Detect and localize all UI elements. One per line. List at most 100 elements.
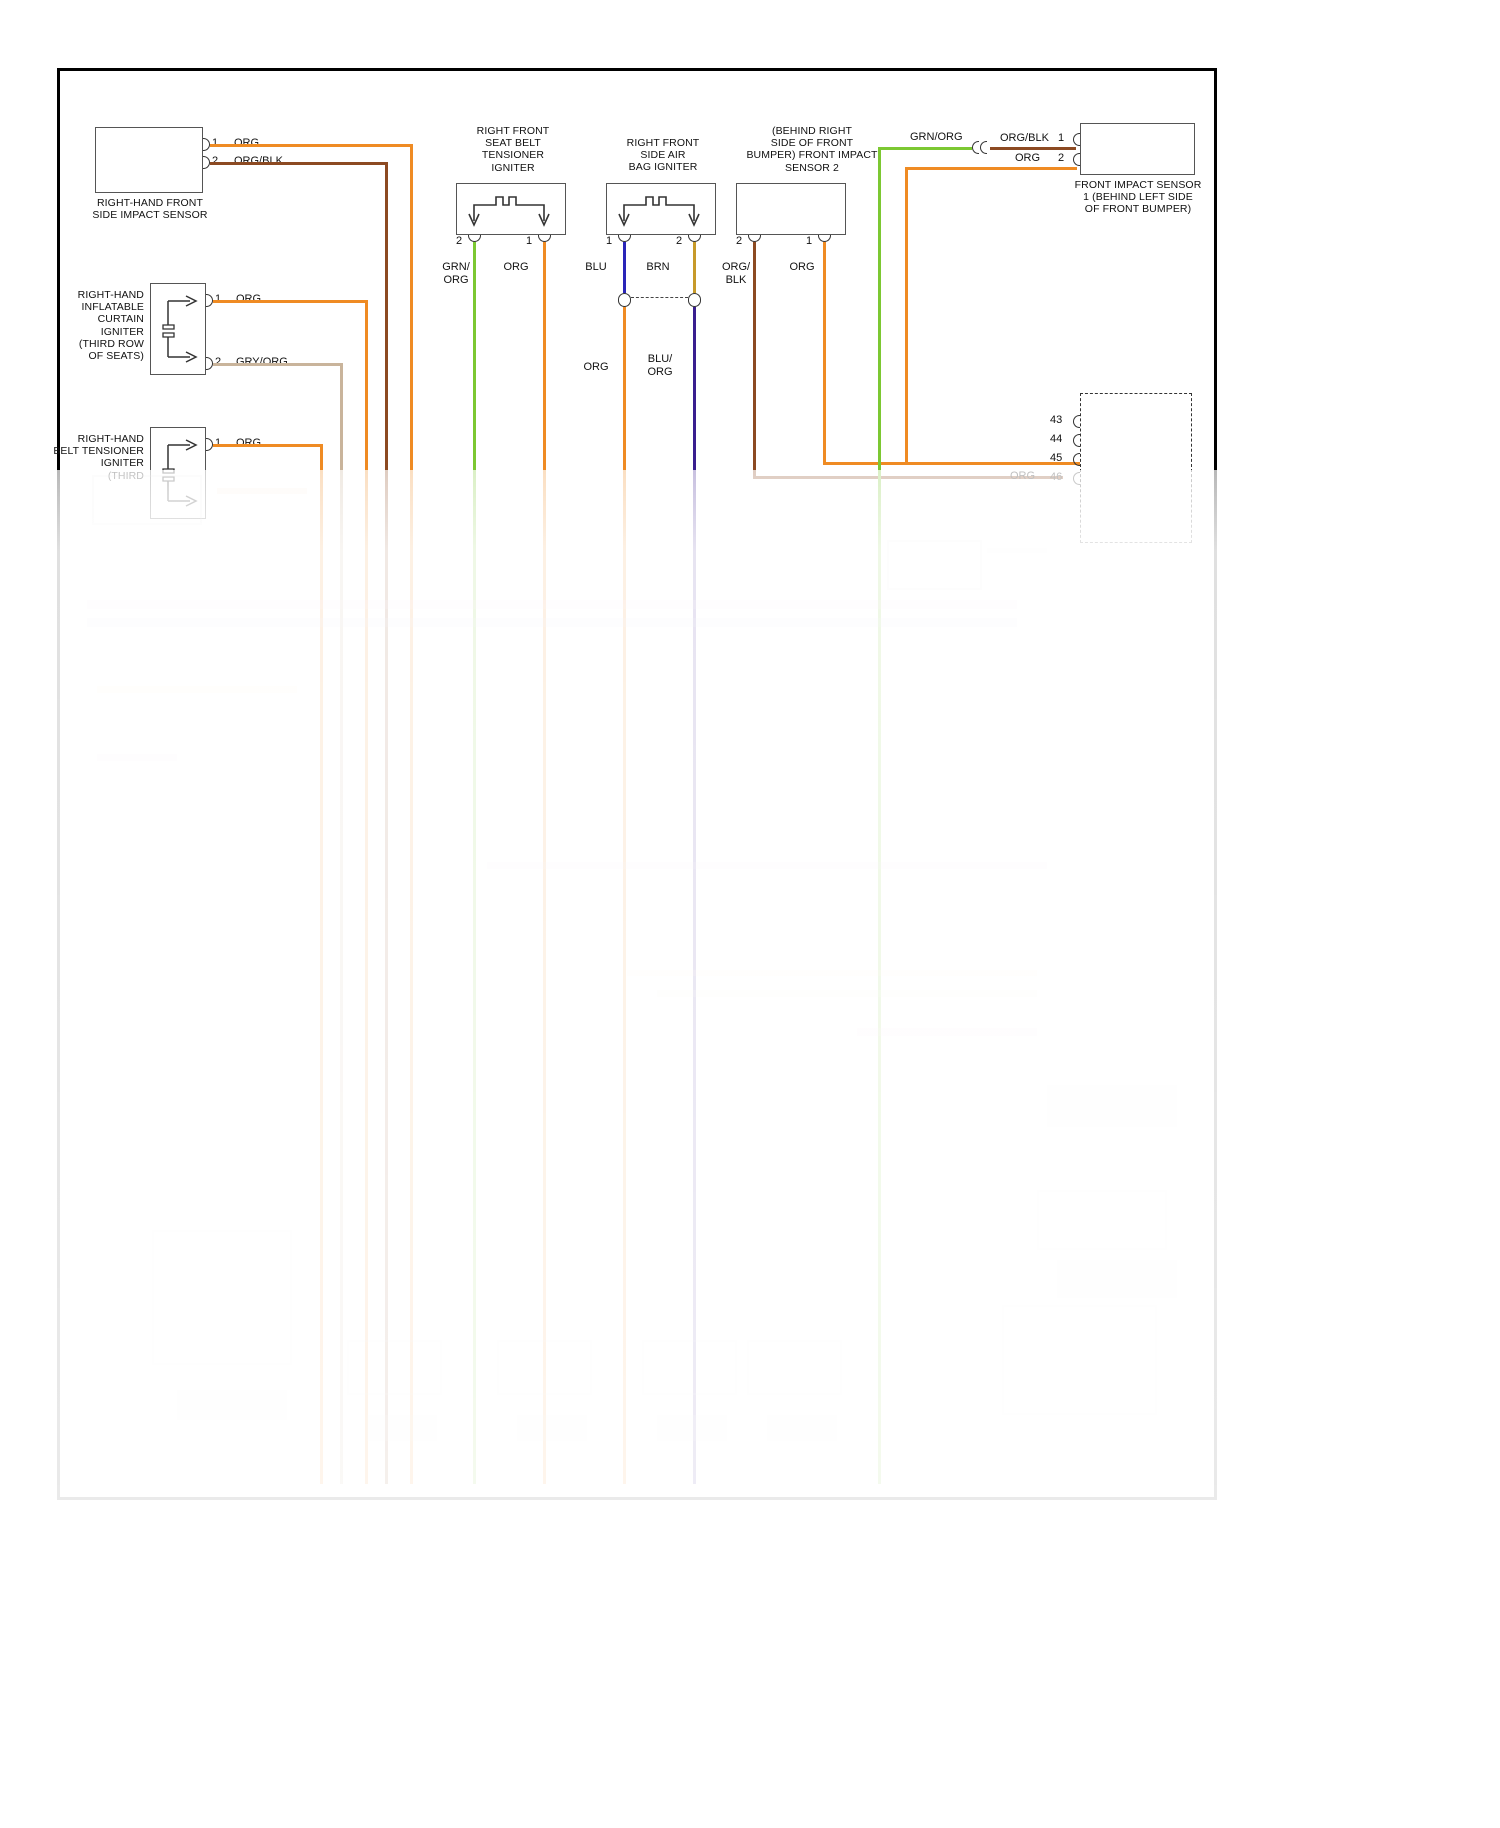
splice-arc-c5-left-down: [618, 300, 631, 307]
wire-c1-p1-h: [210, 144, 413, 147]
pin-number-cm-44: 44: [1050, 433, 1063, 445]
ghost-wire: [657, 990, 1037, 997]
pin-number-c5-2: 2: [676, 235, 683, 247]
pin-number-c3-1: 1: [215, 437, 222, 449]
pin-number-c1-1: 1: [212, 137, 219, 149]
connector-arc-c4-pin1: [538, 235, 551, 242]
ghost-wire: [97, 686, 297, 693]
connector-arc-c4-pin2: [468, 235, 481, 242]
ghost-box: [152, 1230, 292, 1365]
squib-symbol-side-air-bag: [618, 196, 700, 227]
ghost-box: [642, 1340, 737, 1395]
splice-arc-c5-left-up: [618, 293, 631, 300]
connector-arc-c1-pin2: [203, 156, 210, 169]
pin-number-c7-2: 2: [1058, 152, 1065, 164]
connector-arc-c5-pin1: [618, 235, 631, 242]
pin-number-cm-45: 45: [1050, 452, 1063, 464]
connector-arc-c5-pin2: [688, 235, 701, 242]
pin-number-cm-43: 43: [1050, 414, 1063, 426]
component-label-rh-front-side-impact-sensor: RIGHT-HAND FRONT SIDE IMPACT SENSOR: [92, 197, 208, 222]
pin-number-c1-2: 2: [212, 155, 219, 167]
component-right-front-seat-belt-tensioner-igniter: [456, 183, 566, 235]
ghost-text: [657, 1415, 727, 1441]
wire-label-c7-2: ORG: [1015, 152, 1041, 164]
pin-number-c6-2: 2: [736, 235, 743, 247]
wire-c6-p2-v: [753, 242, 756, 478]
splice-arc-c7-a: [972, 141, 979, 154]
wire-c7-p1-h: [990, 147, 1076, 150]
wire-label-c5-1: BLU: [585, 261, 607, 273]
wire-c1-p2-h: [210, 162, 388, 165]
connector-arc-c1-pin1: [203, 138, 210, 151]
splice-dashed-link: [631, 297, 688, 298]
component-front-impact-sensor-1: [1080, 123, 1195, 175]
pin-number-c4-2: 2: [456, 235, 463, 247]
wire-c7-grn-h: [878, 147, 972, 150]
connector-arc-c2-pin2: [206, 357, 213, 370]
wire-c7-p2-h: [905, 167, 1077, 170]
ghost-box: [347, 1340, 442, 1395]
wire-c3-p1-h: [213, 444, 323, 447]
ghost-wire: [987, 548, 1047, 553]
connector-arc-c7-pin2: [1073, 153, 1080, 166]
wire-c2-p1-h: [213, 300, 368, 303]
connector-arc-cm-44: [1073, 434, 1080, 447]
squib-symbol-seat-belt-tensioner: [468, 196, 550, 227]
component-rh-inflatable-curtain-igniter: [150, 283, 206, 375]
ghost-text: [517, 1415, 587, 1441]
ghost-wire: [87, 600, 1017, 609]
component-rh-front-side-impact-sensor: [95, 127, 203, 193]
component-label-rh-inflatable-curtain-igniter: RIGHT-HAND INFLATABLE CURTAIN IGNITER (T…: [77, 289, 144, 363]
ghost-wire: [857, 1028, 1037, 1036]
ghost-wire: [87, 618, 1017, 627]
ghost-text: [767, 1415, 837, 1441]
ghost-text: [177, 1390, 287, 1420]
component-label-right-front-side-air-bag-igniter: RIGHT FRONT SIDE AIR BAG IGNITER: [626, 137, 700, 174]
connector-arc-c6-pin2: [748, 235, 761, 242]
pin-number-c6-1: 1: [806, 235, 813, 247]
splice-arc-c5-right-down: [688, 300, 701, 307]
wire-c5-p2-v-upper: [693, 242, 696, 293]
pin-number-c2-2: 2: [215, 356, 222, 368]
splice-arc-c7-b: [980, 141, 987, 154]
wire-label-c7-1: ORG/BLK: [1000, 132, 1049, 144]
pin-number-c4-1: 1: [526, 235, 533, 247]
ghost-box: [92, 475, 202, 525]
ghost-box: [1002, 1305, 1157, 1415]
component-label-front-impact-sensor-2: (BEHIND RIGHT SIDE OF FRONT BUMPER) FRON…: [746, 125, 878, 174]
ghost-text: [1057, 1260, 1177, 1298]
connector-arc-c7-pin1: [1073, 133, 1080, 146]
component-label-right-front-seat-belt-tensioner-igniter: RIGHT FRONT SEAT BELT TENSIONER IGNITER: [476, 125, 550, 174]
wire-label-c4-2: GRN/ ORG: [442, 261, 470, 286]
igniter-symbol-curtain: [162, 295, 198, 363]
wire-label-c6-1: ORG: [789, 261, 815, 273]
connector-arc-c6-pin1: [818, 235, 831, 242]
wire-label-c4-1: ORG: [503, 261, 529, 273]
component-front-impact-sensor-2: [736, 183, 846, 235]
wire-c6-p1-v: [823, 242, 826, 464]
wire-c5-p1-v-upper: [623, 242, 626, 293]
ghost-box: [887, 540, 982, 590]
ghost-text: [367, 1415, 437, 1441]
wire-label-c5-2: BRN: [646, 261, 670, 273]
pin-number-c7-1: 1: [1058, 132, 1065, 144]
wire-c6-p1-h: [823, 462, 1089, 465]
pin-number-c5-1: 1: [606, 235, 613, 247]
wire-label-c5-down-1: ORG: [583, 361, 609, 373]
connector-arc-cm-43: [1073, 415, 1080, 428]
wire-c2-p2-h: [213, 363, 343, 366]
wire-label-c7-splice: GRN/ORG: [910, 131, 963, 143]
ghost-wire: [97, 754, 177, 761]
connector-arc-cm-45: [1073, 453, 1080, 466]
splice-arc-c5-right-up: [688, 293, 701, 300]
ghost-box: [497, 1340, 592, 1395]
component-label-front-impact-sensor-1: FRONT IMPACT SENSOR 1 (BEHIND LEFT SIDE …: [1074, 179, 1202, 216]
wire-label-c5-down-2: BLU/ ORG: [647, 353, 673, 378]
ghost-box: [747, 1340, 842, 1395]
ghost-wire: [487, 862, 1047, 869]
connector-arc-c2-pin1: [206, 294, 213, 307]
ghost-box: [1037, 1190, 1167, 1250]
pin-number-c2-1: 1: [215, 293, 222, 305]
ghost-text: [1047, 1085, 1177, 1127]
